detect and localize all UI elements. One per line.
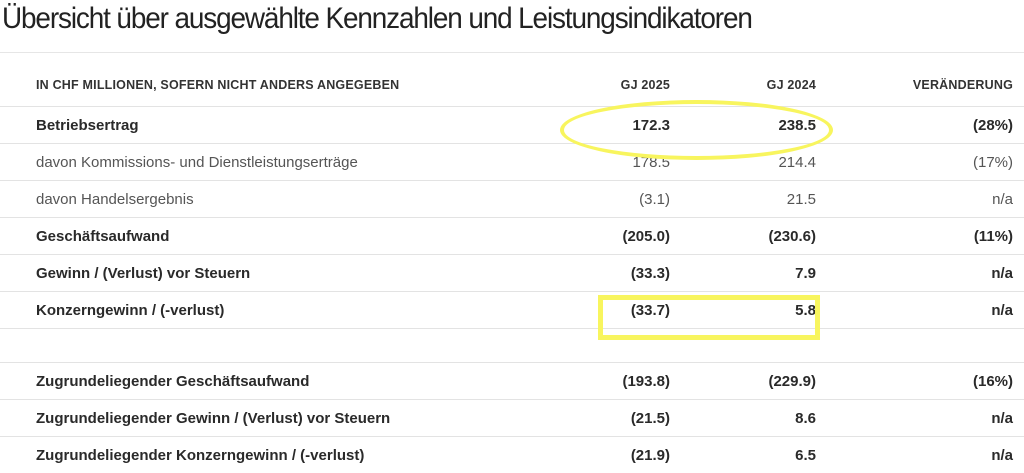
table-row: davon Kommissions- und Dienstleistungser… [0, 144, 1024, 181]
value-2024: 7.9 [670, 255, 816, 292]
value-change: n/a [816, 181, 1024, 218]
row-label: Zugrundeliegender Geschäftsaufwand [0, 363, 560, 400]
kpi-table: IN CHF MILLIONEN, SOFERN NICHT ANDERS AN… [0, 63, 1024, 473]
value-change: (11%) [816, 218, 1024, 255]
value-2024: 6.5 [670, 437, 816, 473]
header-gj-2024: GJ 2024 [670, 63, 816, 107]
value-2025: (33.3) [560, 255, 670, 292]
value-2025: (21.5) [560, 400, 670, 437]
value-2024: 214.4 [670, 144, 816, 181]
table-row: Konzerngewinn / (-verlust) (33.7) 5.8 n/… [0, 292, 1024, 329]
table-header-row: IN CHF MILLIONEN, SOFERN NICHT ANDERS AN… [0, 63, 1024, 107]
row-label: davon Kommissions- und Dienstleistungser… [0, 144, 560, 181]
row-label: Zugrundeliegender Konzerngewinn / (-verl… [0, 437, 560, 473]
row-label: Konzerngewinn / (-verlust) [0, 292, 560, 329]
value-2025: 172.3 [560, 107, 670, 144]
spacer-row [0, 329, 1024, 363]
row-label: Zugrundeliegender Gewinn / (Verlust) vor… [0, 400, 560, 437]
header-change: VERÄNDERUNG [816, 63, 1024, 107]
value-change: (28%) [816, 107, 1024, 144]
value-2024: (229.9) [670, 363, 816, 400]
value-change: (17%) [816, 144, 1024, 181]
table-row: Zugrundeliegender Konzerngewinn / (-verl… [0, 437, 1024, 473]
value-2025: 178.5 [560, 144, 670, 181]
value-change: n/a [816, 292, 1024, 329]
row-label: davon Handelsergebnis [0, 181, 560, 218]
page-title: Übersicht über ausgewählte Kennzahlen un… [2, 2, 752, 36]
value-2024: 21.5 [670, 181, 816, 218]
table-row: Zugrundeliegender Geschäftsaufwand (193.… [0, 363, 1024, 400]
value-2025: (193.8) [560, 363, 670, 400]
row-label: Geschäftsaufwand [0, 218, 560, 255]
value-2025: (205.0) [560, 218, 670, 255]
row-label: Betriebsertrag [0, 107, 560, 144]
table-row: Betriebsertrag 172.3 238.5 (28%) [0, 107, 1024, 144]
value-change: (16%) [816, 363, 1024, 400]
table-row: Geschäftsaufwand (205.0) (230.6) (11%) [0, 218, 1024, 255]
value-2024: 5.8 [670, 292, 816, 329]
header-unit-label: IN CHF MILLIONEN, SOFERN NICHT ANDERS AN… [0, 63, 560, 107]
header-gj-2025: GJ 2025 [560, 63, 670, 107]
value-2025: (33.7) [560, 292, 670, 329]
value-change: n/a [816, 400, 1024, 437]
value-2024: (230.6) [670, 218, 816, 255]
value-2024: 8.6 [670, 400, 816, 437]
value-2025: (21.9) [560, 437, 670, 473]
value-2025: (3.1) [560, 181, 670, 218]
value-2024: 238.5 [670, 107, 816, 144]
value-change: n/a [816, 437, 1024, 473]
value-change: n/a [816, 255, 1024, 292]
table-row: davon Handelsergebnis (3.1) 21.5 n/a [0, 181, 1024, 218]
table-row: Zugrundeliegender Gewinn / (Verlust) vor… [0, 400, 1024, 437]
title-divider [0, 52, 1024, 53]
row-label: Gewinn / (Verlust) vor Steuern [0, 255, 560, 292]
table-row: Gewinn / (Verlust) vor Steuern (33.3) 7.… [0, 255, 1024, 292]
